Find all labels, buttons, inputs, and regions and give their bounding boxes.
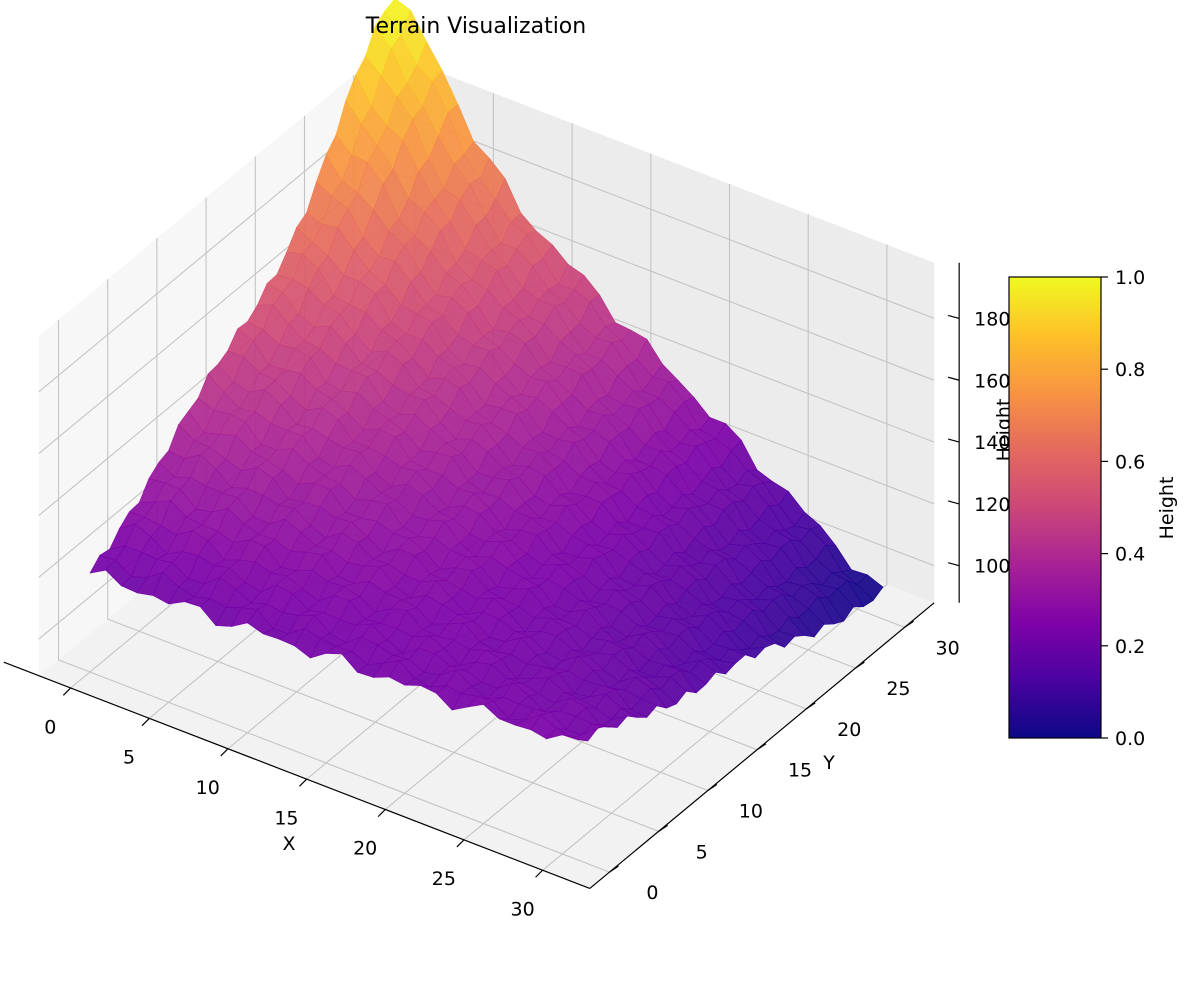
x-tick-label: 5 bbox=[123, 747, 135, 769]
z-tick-label: 180 bbox=[974, 308, 1010, 330]
chart-title: Terrain Visualization bbox=[365, 14, 586, 39]
z-tick-label: 120 bbox=[974, 494, 1010, 516]
z-tick-label: 100 bbox=[974, 556, 1010, 578]
y-tick-mark bbox=[756, 743, 767, 751]
back-wall-pane bbox=[383, 50, 935, 603]
colorbar-tick-label: 0.2 bbox=[1115, 636, 1145, 658]
y-tick-mark bbox=[855, 661, 865, 669]
x-tick-label: 30 bbox=[510, 898, 534, 920]
x-axis-line bbox=[3, 661, 591, 890]
y-axis-label: Y bbox=[822, 752, 835, 774]
y-tick-mark bbox=[805, 702, 816, 710]
x-tick-mark bbox=[299, 778, 307, 787]
colorbar-tick-label: 0.4 bbox=[1115, 544, 1145, 566]
x-tick-label: 15 bbox=[274, 807, 298, 829]
z-tick-mark bbox=[948, 500, 960, 505]
colorbar-fill bbox=[1008, 276, 1102, 739]
y-tick-label: 25 bbox=[886, 678, 910, 700]
y-tick-mark bbox=[707, 784, 718, 792]
colorbar-tick-label: 0.6 bbox=[1115, 451, 1145, 473]
colorbar-tick-label: 1.0 bbox=[1115, 267, 1145, 289]
y-tick-label: 15 bbox=[788, 760, 812, 782]
z-tick-mark bbox=[948, 314, 960, 320]
y-tick-mark bbox=[658, 824, 669, 832]
y-axis-line bbox=[589, 602, 935, 889]
colorbar: Height 0.0 0.2 0.4 0.6 0.8 1.0 bbox=[1008, 267, 1178, 750]
colorbar-tick-label: 0.8 bbox=[1115, 359, 1145, 381]
colorbar-tick-label: 0.0 bbox=[1115, 728, 1145, 750]
y-tick-label: 20 bbox=[837, 719, 861, 741]
axis-lines: 0 5 10 15 20 25 30 0 5 10 15 20 25 30 100 120 140 160 180 bbox=[3, 262, 1010, 920]
terrain-surface bbox=[89, 0, 884, 742]
x-tick-mark bbox=[456, 839, 465, 848]
x-gridline bbox=[542, 244, 888, 871]
z-tick-mark bbox=[948, 562, 960, 567]
y-tick-label: 0 bbox=[646, 882, 658, 904]
y-tick-mark bbox=[904, 620, 914, 628]
z-tick-mark bbox=[948, 376, 960, 381]
x-tick-label: 20 bbox=[353, 838, 377, 860]
y-tick-label: 10 bbox=[739, 801, 763, 823]
y-tick-label: 5 bbox=[696, 841, 708, 863]
z-tick-mark bbox=[948, 438, 960, 443]
surface-cell bbox=[562, 734, 588, 742]
x-tick-mark bbox=[377, 809, 386, 818]
x-axis-label: X bbox=[282, 833, 295, 855]
z-tick-label: 160 bbox=[974, 370, 1010, 392]
x-tick-mark bbox=[141, 718, 150, 727]
y-gridline bbox=[57, 319, 610, 873]
x-tick-mark bbox=[220, 748, 229, 757]
y-gridline bbox=[107, 279, 659, 832]
z-tick-label: 140 bbox=[974, 432, 1010, 454]
x-tick-mark bbox=[62, 687, 71, 696]
x-tick-label: 0 bbox=[44, 716, 56, 738]
x-tick-label: 25 bbox=[432, 868, 456, 890]
x-tick-mark bbox=[535, 869, 544, 878]
y-tick-mark bbox=[609, 865, 619, 873]
y-tick-label: 30 bbox=[936, 637, 960, 659]
x-tick-label: 10 bbox=[196, 777, 220, 799]
colorbar-label: Height bbox=[1156, 477, 1178, 540]
